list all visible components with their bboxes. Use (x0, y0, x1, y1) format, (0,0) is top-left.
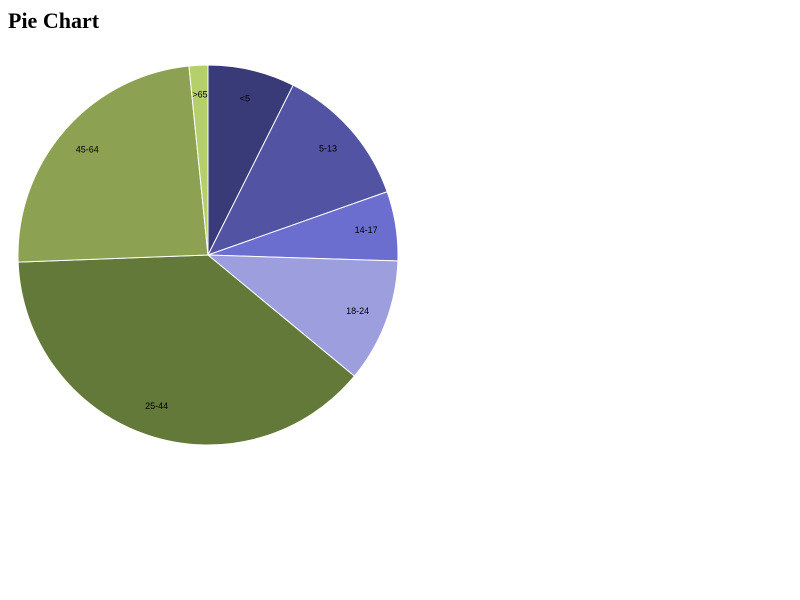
slice-label: >65 (192, 90, 207, 100)
pie-slice (188, 64, 209, 256)
pie: <5 5-13 14-17 18-24 25-44 45-64 >65 (17, 64, 399, 446)
slice-label: 14-17 (355, 225, 378, 235)
pie-slice (206, 84, 388, 256)
chart-title: Pie Chart (8, 8, 100, 33)
pie-slice (17, 254, 356, 446)
slice-label: 18-24 (346, 306, 369, 316)
pie-slice (17, 65, 209, 263)
slice-label: <5 (240, 94, 250, 104)
pie-slice (206, 254, 399, 377)
slice-label: 25-44 (145, 401, 168, 411)
slice-label: 45-64 (76, 144, 99, 154)
slice-label: 5-13 (319, 144, 337, 154)
